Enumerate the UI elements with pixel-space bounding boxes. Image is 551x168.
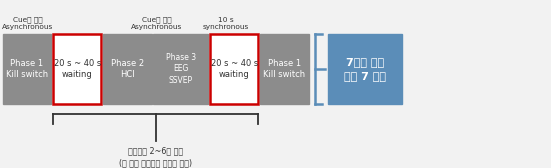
Text: Phase 3
EEG
SSVEP: Phase 3 EEG SSVEP: [166, 53, 196, 85]
FancyBboxPatch shape: [328, 34, 402, 104]
Text: Cue는 제시
Asynchronous: Cue는 제시 Asynchronous: [2, 16, 53, 30]
FancyBboxPatch shape: [3, 34, 51, 104]
FancyBboxPatch shape: [153, 34, 208, 104]
Text: 10 s
synchronous: 10 s synchronous: [203, 17, 249, 30]
Text: Phase 1
Kill switch: Phase 1 Kill switch: [6, 59, 48, 79]
Text: 7종류 반복
전체 7 세션: 7종류 반복 전체 7 세션: [344, 57, 386, 81]
Text: Phase 1
Kill switch: Phase 1 Kill switch: [263, 59, 305, 79]
Text: Cue는 제시
Asynchronous: Cue는 제시 Asynchronous: [131, 16, 183, 30]
Text: 20 s ~ 40 s
waiting: 20 s ~ 40 s waiting: [210, 59, 258, 79]
FancyBboxPatch shape: [103, 34, 152, 104]
FancyBboxPatch shape: [260, 34, 309, 104]
FancyBboxPatch shape: [53, 34, 101, 104]
Text: Phase 2
HCI: Phase 2 HCI: [111, 59, 144, 79]
Text: 20 s ~ 40 s
waiting: 20 s ~ 40 s waiting: [53, 59, 101, 79]
Text: 기기별로 2~6회 반복
(첫 회와 마지막은 무조건 전원)
(나머지는 pseudorandom): 기기별로 2~6회 반복 (첫 회와 마지막은 무조건 전원) (나머지는 ps…: [111, 146, 200, 168]
FancyBboxPatch shape: [210, 34, 258, 104]
